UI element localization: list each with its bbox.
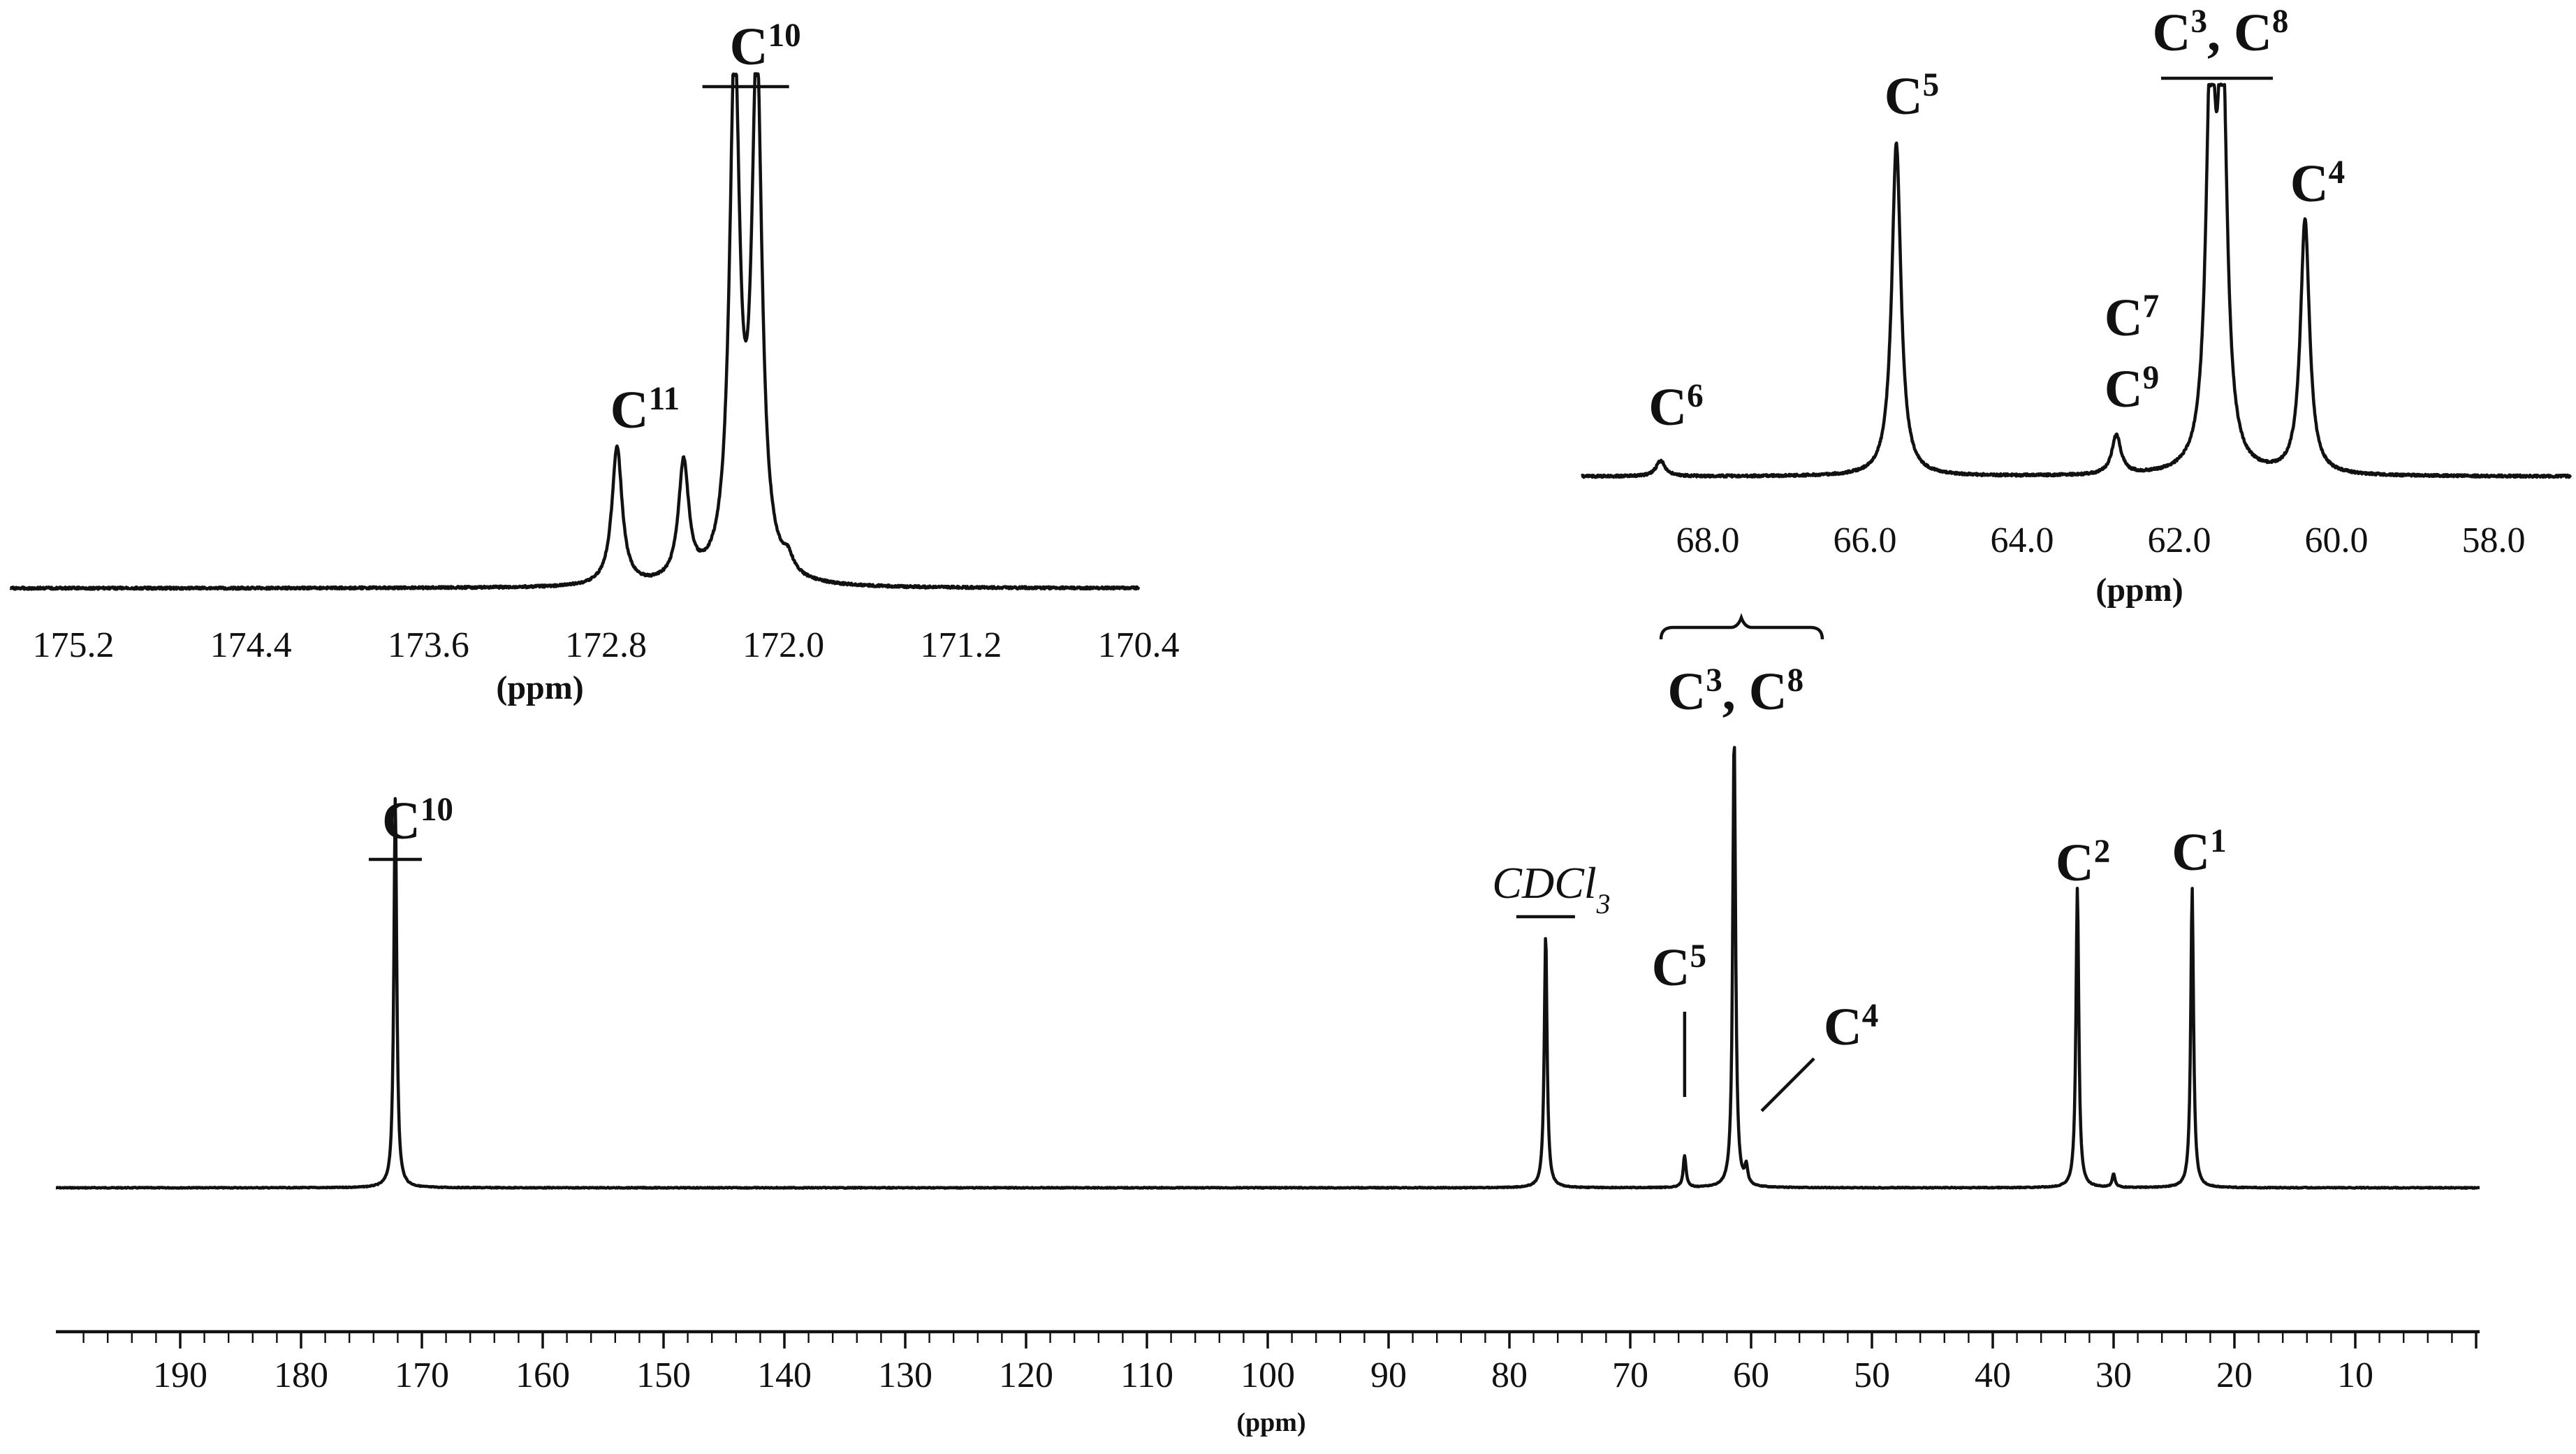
main-x-axis-tick-labels: 190 180 170 160 150 140 130 120 110 100 90 80 70 60 50…	[153, 1355, 2373, 1395]
inset-aliphatic-tick-label: 60.0	[2305, 521, 2369, 560]
peak-label-c3-c8: C3, C8	[1667, 662, 1803, 721]
main-x-tick-label: 80	[1491, 1355, 1528, 1395]
main-peak-annotations: C10 CDCl3 C5 C3, C8 C4 C2 C1	[368, 662, 2227, 1112]
main-x-axis-ticks	[82, 1332, 2478, 1348]
main-x-tick-label: 10	[2337, 1355, 2373, 1395]
main-x-tick-label: 190	[153, 1355, 207, 1395]
main-x-tick-label: 30	[2095, 1355, 2132, 1395]
inset-carbonyl-tick-label: 171.2	[920, 625, 1002, 665]
inset-carbonyl-trace	[9, 72, 1141, 591]
inset-aliphatic-tick-label: 62.0	[2148, 521, 2211, 560]
inset-aliphatic-tick-label: 64.0	[1991, 521, 2054, 560]
inset-peak-label-c11: C11	[610, 381, 680, 439]
peak-label-c2: C2	[2056, 834, 2110, 892]
inset-peak-label-c4: C4	[2290, 154, 2345, 213]
main-x-tick-label: 70	[1612, 1355, 1648, 1395]
region-brace	[1659, 613, 1824, 640]
main-x-tick-label: 130	[878, 1355, 932, 1395]
inset-aliphatic-tick-labels: 68.0 66.0 64.0 62.0 60.0 58.0	[1676, 521, 2526, 560]
main-x-tick-label: 120	[999, 1355, 1053, 1395]
main-x-axis-label: (ppm)	[1236, 1408, 1305, 1437]
inset-carbonyl-tick-label: 175.2	[33, 625, 115, 665]
inset-peak-label-c7: C7	[2105, 289, 2159, 347]
inset-carbonyl-tick-label: 172.0	[742, 625, 824, 665]
inset-peak-label-c5: C5	[1885, 67, 1939, 126]
inset-aliphatic-tick-label: 68.0	[1676, 521, 1740, 560]
main-spectrum: 190 180 170 160 150 140 130 120 110 100 90 80 70 60 50…	[54, 662, 2481, 1437]
main-x-tick-label: 150	[636, 1355, 691, 1395]
inset-carbonyl-tick-label: 172.8	[565, 625, 647, 665]
peak-label-c10: C10	[382, 792, 453, 850]
peak-label-c1: C1	[2172, 823, 2226, 882]
main-x-tick-label: 60	[1733, 1355, 1769, 1395]
peak-label-cdcl3: CDCl3	[1492, 858, 1610, 919]
main-x-tick-label: 160	[515, 1355, 570, 1395]
inset-aliphatic-spectrum: 68.0 66.0 64.0 62.0 60.0 58.0 (ppm) C6C5C7C9C…	[1581, 3, 2573, 609]
inset-carbonyl-tick-label: 170.4	[1098, 625, 1180, 665]
peak-label-c4: C4	[1824, 998, 1878, 1056]
main-x-tick-label: 40	[1975, 1355, 2011, 1395]
inset-carbonyl-tick-labels: 175.2 174.4 173.6 172.8 172.0 171.2 170.4	[33, 625, 1180, 665]
inset-carbonyl-spectrum: 175.2 174.4 173.6 172.8 172.0 171.2 170.4 (ppm…	[9, 17, 1180, 706]
main-x-tick-label: 110	[1120, 1355, 1173, 1395]
peak-label-c5: C5	[1652, 938, 1706, 997]
inset-aliphatic-x-axis-label: (ppm)	[2095, 572, 2183, 609]
main-x-tick-label: 100	[1241, 1355, 1295, 1395]
inset-carbonyl-tick-label: 174.4	[210, 625, 292, 665]
inset-carbonyl-peak-annotations: C11 C10	[610, 17, 801, 439]
inset-aliphatic-tick-label: 66.0	[1834, 521, 1897, 560]
main-x-tick-label: 20	[2216, 1355, 2253, 1395]
inset-aliphatic-peak-annotations: C6 C5 C7 C9 C3, C8 C4	[1648, 3, 2345, 437]
main-x-tick-label: 90	[1370, 1355, 1407, 1395]
inset-peak-label-c10: C10	[730, 17, 801, 76]
main-x-tick-label: 140	[757, 1355, 812, 1395]
main-x-tick-label: 50	[1854, 1355, 1890, 1395]
inset-aliphatic-tick-label: 58.0	[2462, 521, 2526, 560]
main-spectrum-trace	[54, 746, 2481, 1190]
inset-peak-label-c6: C6	[1648, 378, 1703, 437]
inset-carbonyl-x-axis-label: (ppm)	[496, 669, 583, 706]
inset-peak-label-c3-c8: C3, C8	[2153, 3, 2289, 62]
inset-aliphatic-trace	[1581, 82, 2573, 479]
inset-peak-label-c9: C9	[2105, 360, 2159, 419]
inset-carbonyl-tick-label: 173.6	[388, 625, 469, 665]
main-x-tick-label: 180	[274, 1355, 328, 1395]
c4-leader-line	[1760, 1057, 1815, 1112]
main-x-tick-label: 170	[395, 1355, 449, 1395]
